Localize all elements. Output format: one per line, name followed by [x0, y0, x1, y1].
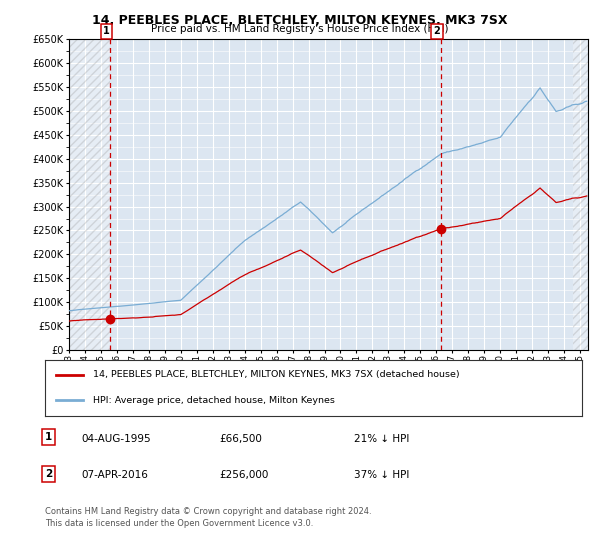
Text: 1: 1: [103, 26, 110, 36]
Text: 14, PEEBLES PLACE, BLETCHLEY, MILTON KEYNES, MK3 7SX (detached house): 14, PEEBLES PLACE, BLETCHLEY, MILTON KEY…: [94, 370, 460, 379]
Text: £256,000: £256,000: [219, 470, 268, 480]
Text: 14, PEEBLES PLACE, BLETCHLEY, MILTON KEYNES, MK3 7SX: 14, PEEBLES PLACE, BLETCHLEY, MILTON KEY…: [92, 14, 508, 27]
Text: 04-AUG-1995: 04-AUG-1995: [81, 434, 151, 444]
Text: 1: 1: [45, 432, 52, 442]
Text: Contains HM Land Registry data © Crown copyright and database right 2024.
This d: Contains HM Land Registry data © Crown c…: [45, 507, 371, 528]
Bar: [574, 39, 588, 350]
Bar: [69, 39, 110, 350]
Text: 2: 2: [433, 26, 440, 36]
Text: 21% ↓ HPI: 21% ↓ HPI: [354, 434, 409, 444]
Text: £66,500: £66,500: [219, 434, 262, 444]
Text: HPI: Average price, detached house, Milton Keynes: HPI: Average price, detached house, Milt…: [94, 396, 335, 405]
Text: Price paid vs. HM Land Registry's House Price Index (HPI): Price paid vs. HM Land Registry's House …: [151, 24, 449, 34]
Text: 37% ↓ HPI: 37% ↓ HPI: [354, 470, 409, 480]
Text: 2: 2: [45, 469, 52, 479]
Text: 07-APR-2016: 07-APR-2016: [81, 470, 148, 480]
